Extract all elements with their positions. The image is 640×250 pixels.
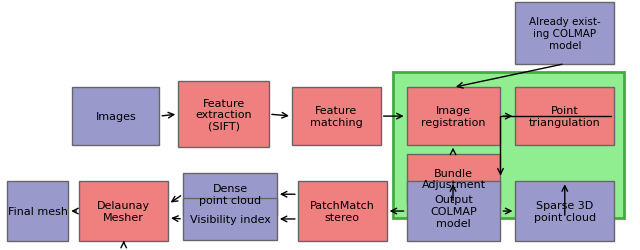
Bar [183,198,277,240]
Bar [292,88,381,145]
Bar [515,182,614,241]
Text: Image
registration: Image registration [421,106,486,128]
Bar [406,182,500,241]
Text: Delaunay
Mesher: Delaunay Mesher [97,200,150,222]
Text: Bundle
Adjustment: Bundle Adjustment [422,168,486,190]
Bar [178,82,269,147]
Bar [7,182,68,241]
Bar [72,88,159,145]
Bar [515,3,614,64]
Text: Output
COLMAP
model: Output COLMAP model [430,195,477,228]
Text: Feature
matching: Feature matching [310,106,363,128]
Text: Sparse 3D
point cloud: Sparse 3D point cloud [534,200,596,222]
Bar [393,72,624,218]
Text: Already exist-
ing COLMAP
model: Already exist- ing COLMAP model [529,17,601,50]
Bar [79,182,168,241]
Bar [298,182,387,241]
Text: Point
triangulation: Point triangulation [529,106,601,128]
Text: PatchMatch
stereo: PatchMatch stereo [310,200,374,222]
Bar [406,154,500,203]
Text: Images: Images [95,112,136,122]
Text: Dense
point cloud: Dense point cloud [199,184,261,205]
Text: Visibility index: Visibility index [189,214,271,224]
Bar [406,88,500,145]
Bar [515,88,614,145]
Text: Final mesh: Final mesh [8,206,68,216]
Bar [183,174,277,215]
Text: Feature
extraction
(SIFT): Feature extraction (SIFT) [195,98,252,131]
